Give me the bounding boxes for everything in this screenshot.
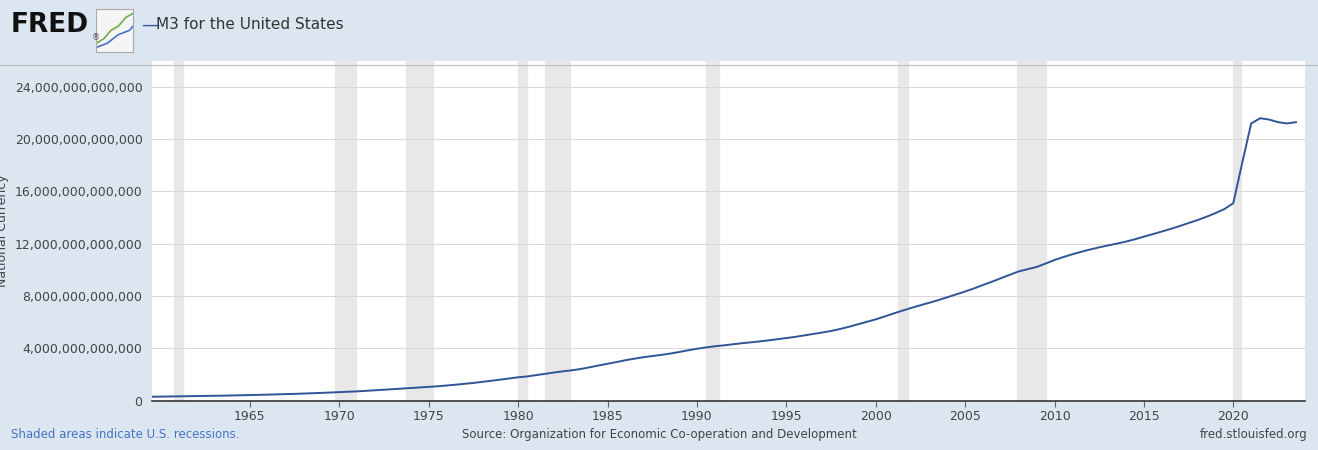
Bar bbox=[1017, 61, 1045, 400]
Text: M3 for the United States: M3 for the United States bbox=[156, 17, 343, 32]
Bar bbox=[518, 61, 527, 400]
Text: fred.stlouisfed.org: fred.stlouisfed.org bbox=[1199, 428, 1307, 441]
Text: Shaded areas indicate U.S. recessions.: Shaded areas indicate U.S. recessions. bbox=[11, 428, 239, 441]
Y-axis label: National Currency: National Currency bbox=[0, 174, 9, 287]
Bar bbox=[898, 61, 908, 400]
Text: FRED: FRED bbox=[11, 12, 88, 38]
Text: Source: Organization for Economic Co-operation and Development: Source: Organization for Economic Co-ope… bbox=[461, 428, 857, 441]
Bar bbox=[544, 61, 571, 400]
Text: ®: ® bbox=[92, 33, 100, 42]
Bar bbox=[706, 61, 720, 400]
Text: —: — bbox=[141, 16, 159, 34]
Bar bbox=[174, 61, 183, 400]
Bar bbox=[406, 61, 434, 400]
Bar bbox=[335, 61, 356, 400]
Bar bbox=[1234, 61, 1240, 400]
